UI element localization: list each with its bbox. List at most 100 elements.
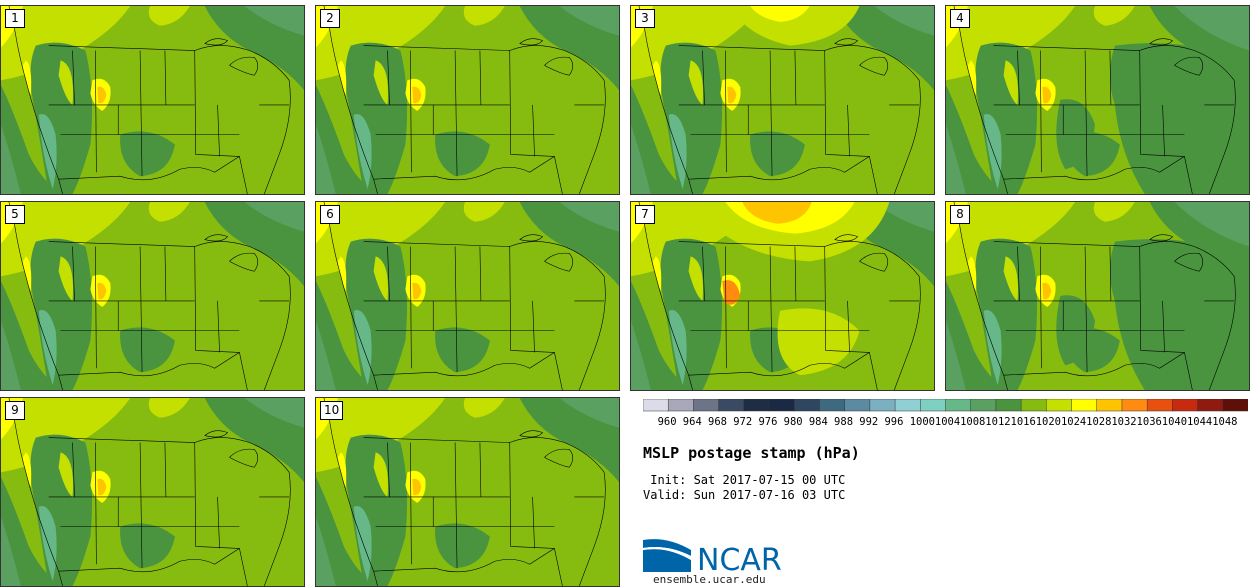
pressure-contour: [244, 6, 304, 36]
member-label-1: 1: [5, 9, 25, 28]
colorbar-swatch: [1046, 399, 1073, 412]
pressure-contour: [373, 452, 389, 497]
colorbar-swatch: [970, 399, 997, 412]
state-border: [1109, 50, 1112, 105]
state-border: [678, 45, 870, 157]
colorbar-tick-label: 1012: [985, 416, 1010, 428]
state-border: [1017, 246, 1020, 301]
footer-url: ensemble.ucar.edu: [653, 573, 766, 586]
pressure-contour: [316, 477, 376, 586]
member-map-10: 10: [315, 397, 620, 587]
pressure-contour: [22, 452, 32, 488]
state-border: [638, 202, 693, 390]
state-border: [58, 155, 248, 194]
pressure-contour: [1109, 43, 1249, 194]
state-border: [794, 50, 797, 105]
state-border: [164, 246, 167, 301]
pressure-contour: [742, 202, 812, 224]
state-border: [544, 56, 574, 76]
pressure-contour: [337, 452, 347, 488]
state-border: [95, 442, 97, 565]
state-border: [229, 448, 259, 468]
state-border: [139, 246, 143, 373]
pressure-contour: [38, 310, 57, 386]
state-border: [509, 437, 606, 586]
pressure-contour: [1056, 99, 1096, 170]
pressure-contour: [412, 478, 422, 496]
state-border: [519, 234, 544, 242]
pressure-contour: [148, 202, 190, 222]
pressure-contour: [631, 281, 691, 390]
colorbar-swatch: [794, 399, 821, 412]
pressure-contour: [946, 85, 1006, 194]
state-border: [1162, 104, 1165, 157]
member-map-1: 1: [0, 5, 305, 195]
pressure-contour: [38, 114, 57, 190]
state-border: [1139, 45, 1236, 194]
state-border: [58, 351, 248, 390]
colorbar-tick-label: 976: [758, 416, 777, 428]
pressure-contour: [519, 202, 619, 287]
state-border: [1040, 50, 1042, 173]
pressure-contour: [353, 506, 372, 582]
pressure-contour: [1042, 282, 1052, 300]
pressure-contour: [1, 516, 21, 586]
state-border: [48, 45, 240, 157]
state-border: [217, 496, 220, 549]
colorbar-swatch: [995, 399, 1022, 412]
state-border: [139, 50, 143, 177]
state-border: [688, 351, 878, 390]
state-border: [229, 56, 259, 76]
pressure-contour: [967, 256, 977, 292]
colorbar-tick-label: 968: [708, 416, 727, 428]
pressure-contour: [652, 256, 662, 292]
colorbar-tick-label: 1008: [960, 416, 985, 428]
member-label-2: 2: [320, 9, 340, 28]
member-map-6: 6: [315, 201, 620, 391]
pressure-contour: [1042, 86, 1052, 104]
state-border: [48, 437, 240, 549]
member-map-2: 2: [315, 5, 620, 195]
member-map-9: 9: [0, 397, 305, 587]
state-border: [410, 50, 412, 173]
pressure-contour: [22, 60, 32, 96]
colorbar-swatch: [768, 399, 795, 412]
state-border: [1017, 50, 1020, 105]
state-border: [72, 442, 75, 497]
pressure-contour: [967, 60, 977, 96]
pressure-contour: [316, 85, 376, 194]
colorbar-swatch: [1121, 399, 1148, 412]
state-border: [454, 442, 458, 569]
colorbar-tick-label: 980: [784, 416, 803, 428]
member-map-4: 4: [945, 5, 1250, 195]
pressure-contour: [722, 280, 741, 305]
state-border: [725, 246, 727, 369]
state-border: [8, 398, 63, 586]
pressure-contour: [120, 523, 175, 569]
pressure-contour: [750, 131, 805, 177]
state-border: [58, 547, 248, 586]
ncar-swoosh-icon: [643, 539, 691, 572]
pressure-colorbar: 960 964 968 972 976 980 984 988 992 996 1000 1004 10…: [643, 399, 1248, 428]
pressure-contour: [120, 327, 175, 373]
state-border: [824, 45, 921, 194]
state-border: [410, 246, 412, 369]
state-border: [95, 246, 97, 369]
colorbar-swatch: [1222, 399, 1248, 412]
member-label-3: 3: [635, 9, 655, 28]
pressure-contour: [316, 516, 336, 586]
state-border: [454, 50, 458, 177]
pressure-contour: [1093, 6, 1135, 26]
colorbar-tick-label: 1016: [1011, 416, 1036, 428]
state-border: [847, 104, 850, 157]
pressure-contour: [727, 86, 737, 104]
pressure-contour: [1, 124, 21, 194]
pressure-contour: [1, 85, 61, 194]
pressure-contour: [983, 114, 1002, 190]
state-border: [688, 155, 878, 194]
state-border: [204, 38, 229, 46]
pressure-contour: [337, 256, 347, 292]
state-border: [217, 104, 220, 157]
state-border: [834, 234, 859, 242]
state-border: [638, 6, 693, 194]
